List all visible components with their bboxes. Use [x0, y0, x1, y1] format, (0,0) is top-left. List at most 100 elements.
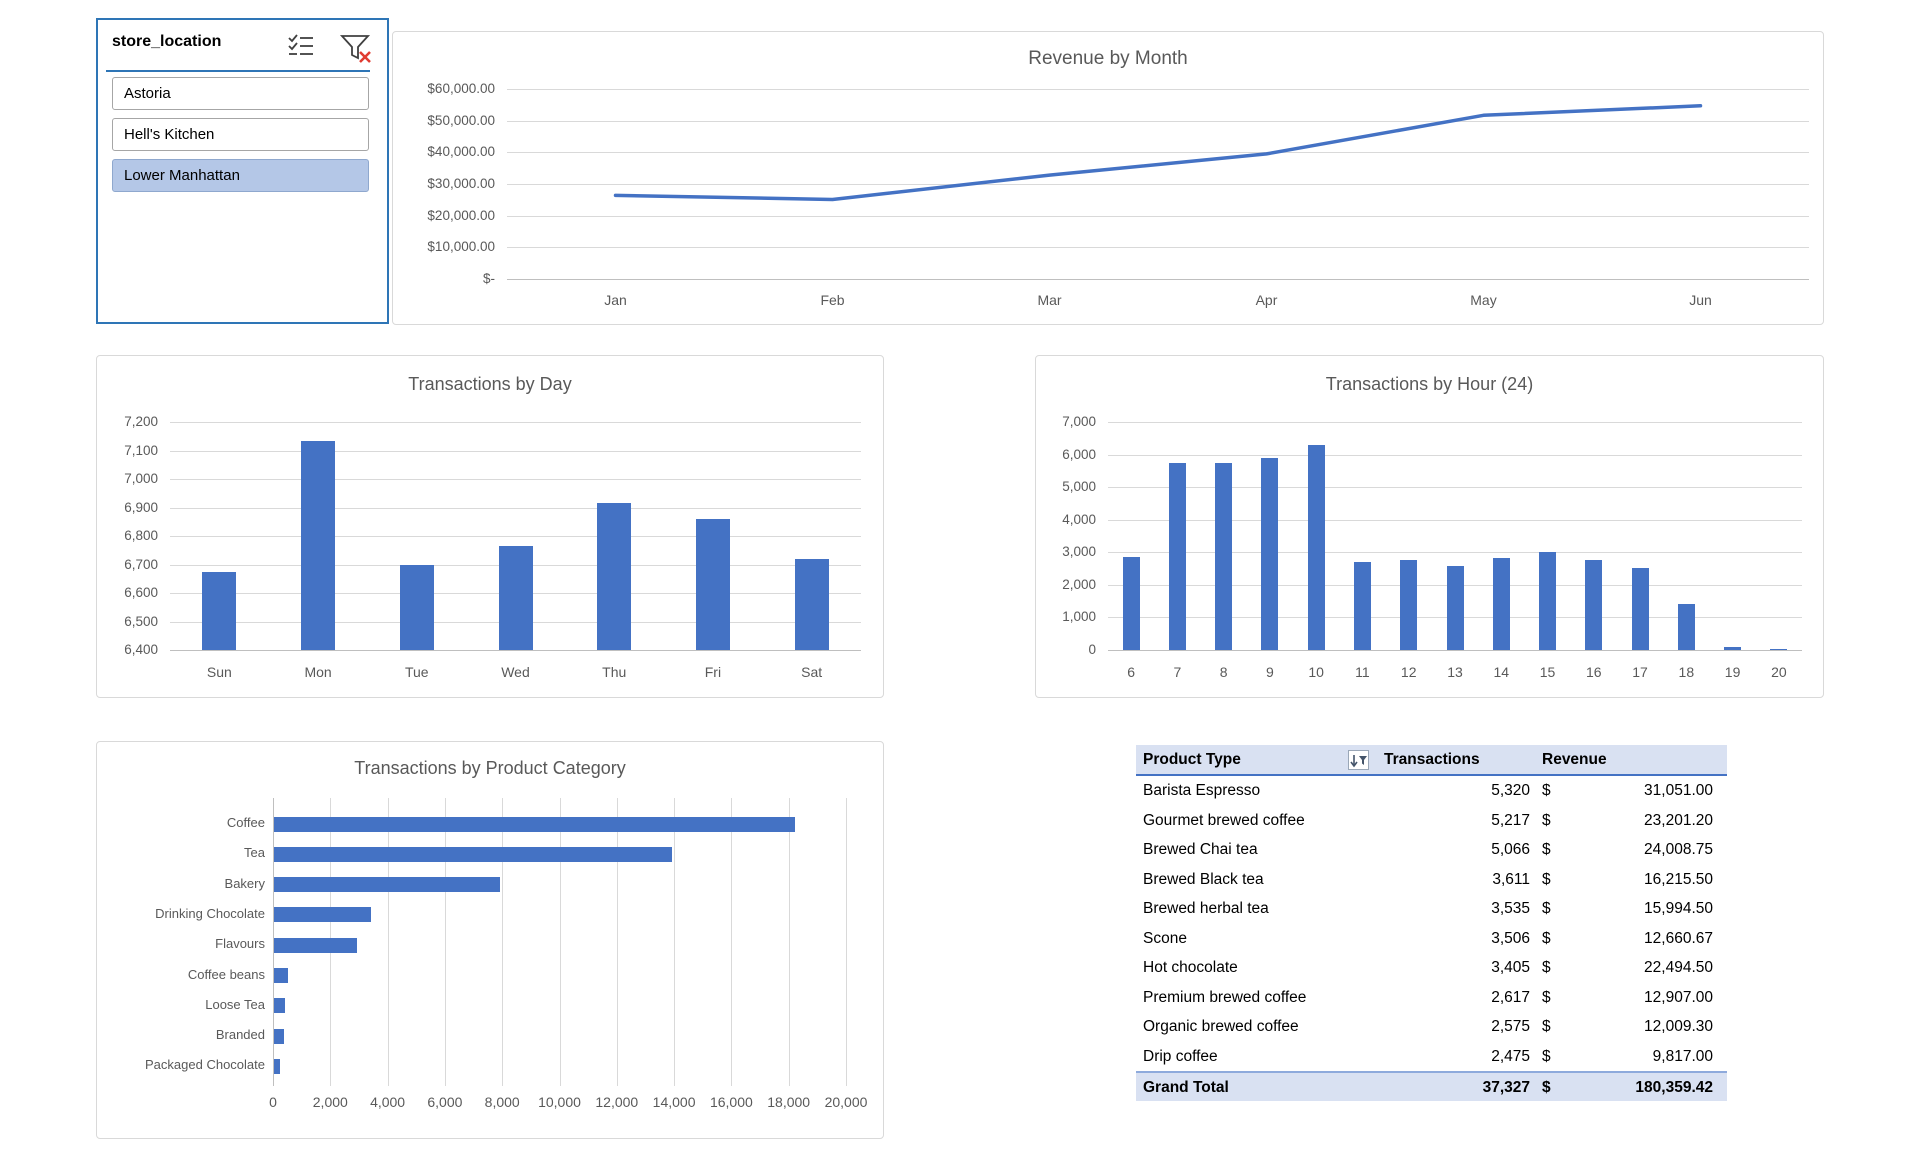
x-axis-tick-label: 16 [1586, 664, 1602, 680]
clear-filter-icon[interactable] [338, 32, 371, 64]
category-label-tea: Tea [244, 845, 265, 861]
x-axis-tick-label: Sun [206, 664, 232, 680]
table-row[interactable]: Brewed Chai tea 5,066 $24,008.75 [1136, 835, 1727, 865]
category-label-flavours: Flavours [215, 936, 265, 952]
bar-13 [1446, 565, 1464, 650]
bar-17 [1631, 567, 1649, 650]
gridline [1108, 552, 1802, 554]
grand-total-row[interactable]: Grand Total 37,327 $180,359.42 [1136, 1071, 1727, 1101]
x-axis-tick-label: 12 [1400, 664, 1417, 680]
column-header-product-type: Product Type [1143, 751, 1241, 768]
gridline [507, 152, 1809, 154]
cell-currency: $ [1542, 959, 1551, 976]
table-row[interactable]: Drip coffee 2,475 $9,817.00 [1136, 1041, 1727, 1071]
cell-product-type: Hot chocolate [1143, 959, 1238, 976]
cell-product-type: Drip coffee [1143, 1047, 1218, 1065]
y-axis-tick-label: $20,000.00 [427, 207, 495, 223]
slicer-header: store_location [98, 20, 387, 70]
gridline [273, 798, 274, 1086]
x-axis-tick-label: 16,000 [709, 1094, 753, 1110]
gridline [788, 798, 790, 1086]
bar-packaged-chocolate [274, 1058, 280, 1074]
category-label-loose-tea: Loose Tea [205, 996, 265, 1012]
y-axis-tick-label: 6,700 [124, 556, 158, 572]
y-axis-tick-label: $- [482, 271, 495, 286]
y-axis-tick-label: 4,000 [1062, 511, 1096, 527]
gridline [846, 798, 847, 1086]
table-row[interactable]: Premium brewed coffee 2,617 $12,907.00 [1136, 982, 1727, 1012]
y-axis-tick-label: 0 [1088, 642, 1096, 657]
revenue-line-series [613, 104, 1703, 202]
cell-currency: $ [1542, 988, 1551, 1006]
gridline [502, 798, 504, 1086]
y-axis-tick-label: 7,000 [1062, 414, 1096, 429]
table-row[interactable]: Brewed herbal tea 3,535 $15,994.50 [1136, 894, 1727, 924]
chart-title: Transactions by Day [408, 374, 572, 394]
x-axis-tick-label: 18 [1678, 664, 1695, 680]
gridline [507, 247, 1809, 249]
x-axis-tick-label: Feb [820, 292, 845, 308]
x-axis-tick-label: 10,000 [538, 1094, 581, 1110]
y-axis-tick-label: $40,000.00 [427, 144, 495, 160]
bar-10 [1307, 445, 1325, 650]
table-header-row: Product Type Transactions Revenue [1136, 745, 1727, 776]
table-row[interactable]: Brewed Black tea 3,611 $16,215.50 [1136, 864, 1727, 894]
bar-8 [1215, 462, 1233, 650]
x-axis-tick-label: 14 [1493, 664, 1510, 680]
table-row[interactable]: Hot chocolate 3,405 $22,494.50 [1136, 953, 1727, 983]
revenue-by-month-chart[interactable]: Revenue by Month $60,000.00 $50,000.00 $40… [392, 31, 1824, 325]
table-row[interactable]: Scone 3,506 $12,660.67 [1136, 923, 1727, 953]
cell-product-type: Grand Total [1143, 1079, 1229, 1096]
slicer-title: store_location [112, 33, 222, 50]
x-axis-tick-label: 6,000 [427, 1094, 463, 1110]
gridline [674, 798, 676, 1086]
gridline [507, 215, 1809, 217]
gridline [616, 798, 618, 1086]
table-row[interactable]: Barista Espresso 5,320 $31,051.00 [1136, 776, 1727, 806]
x-axis-tick-label: 0 [269, 1094, 277, 1110]
transactions-by-day-chart[interactable]: Transactions by Day 7,200 7,100 7,000 6,900… [96, 355, 884, 698]
cell-product-type: Premium brewed coffee [1143, 988, 1307, 1006]
x-axis-tick-label: 13 [1447, 664, 1463, 680]
gridline [170, 536, 861, 537]
x-axis-tick-label: 19 [1724, 664, 1741, 680]
transactions-by-hour-chart[interactable]: Transactions by Hour (24) 7,000 6,000 5,00… [1035, 355, 1824, 698]
chart-title: Transactions by Product Category [354, 758, 626, 778]
gridline [507, 120, 1809, 122]
slicer-item-astoria[interactable]: Astoria [112, 77, 369, 110]
x-axis-tick-label: 18,000 [767, 1094, 811, 1110]
chart-title: Transactions by Hour (24) [1325, 374, 1534, 394]
slicer-item-hell-s-kitchen[interactable]: Hell's Kitchen [112, 118, 369, 151]
cell-transactions: 2,617 [1491, 988, 1530, 1006]
bar-19 [1724, 647, 1742, 650]
slicer-item-lower-manhattan[interactable]: Lower Manhattan [112, 159, 369, 192]
transactions-by-product-category-chart[interactable]: Transactions by Product Category 0 2,000 4… [96, 741, 884, 1139]
sort-filter-icon[interactable] [1348, 750, 1369, 770]
x-axis-tick-label: Apr [1255, 292, 1278, 308]
x-axis-tick-label: 20,000 [824, 1094, 868, 1110]
gridline [1108, 519, 1802, 521]
x-axis-tick-label: 12,000 [595, 1094, 639, 1110]
x-axis-tick-label: Jan [604, 292, 627, 308]
bar-Fri [695, 518, 730, 650]
y-axis-tick-label: 6,800 [124, 528, 158, 543]
x-axis-tick-label: 20 [1771, 664, 1787, 680]
bar-15 [1539, 552, 1557, 650]
bar-coffee-beans [274, 968, 289, 983]
cell-revenue: 23,201.20 [1644, 811, 1713, 829]
product-pivot-table[interactable]: Product Type Transactions Revenue Barista E… [1136, 745, 1727, 1101]
cell-revenue: 16,215.50 [1644, 870, 1713, 888]
store-location-slicer[interactable]: store_location Astoria H [96, 18, 389, 324]
chart-title: Revenue by Month [1028, 48, 1188, 69]
category-label-packaged-chocolate: Packaged Chocolate [145, 1057, 265, 1073]
x-axis-tick-label: 14,000 [652, 1094, 696, 1110]
cell-currency: $ [1542, 1079, 1551, 1096]
table-row[interactable]: Gourmet brewed coffee 5,217 $23,201.20 [1136, 805, 1727, 835]
table-row[interactable]: Organic brewed coffee 2,575 $12,009.30 [1136, 1012, 1727, 1042]
gridline [170, 650, 861, 651]
y-axis-tick-label: 2,000 [1062, 576, 1096, 592]
multi-select-icon[interactable] [286, 32, 318, 64]
cell-transactions: 3,611 [1492, 870, 1530, 888]
cell-currency: $ [1542, 782, 1551, 799]
